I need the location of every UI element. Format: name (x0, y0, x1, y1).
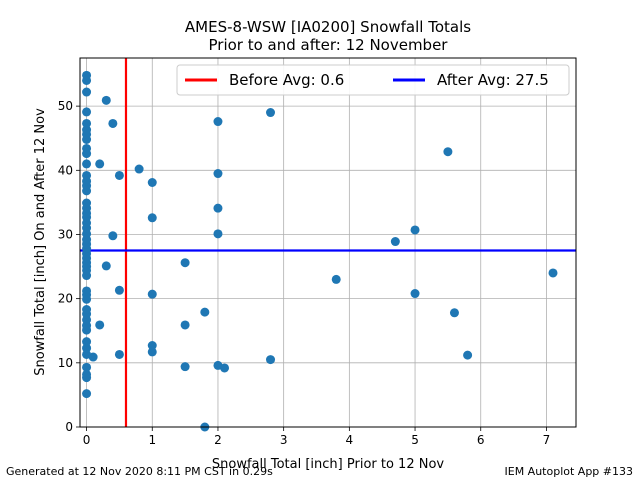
reference-lines (80, 58, 576, 427)
grid (80, 58, 576, 428)
data-point (266, 355, 276, 365)
y-tick-label: 0 (65, 420, 73, 434)
chart-subtitle: Prior to and after: 12 November (209, 36, 449, 54)
data-points (82, 70, 558, 432)
x-axis-label: Snowfall Total [inch] Prior to 12 Nov (212, 457, 445, 472)
data-point (101, 95, 111, 105)
data-point (108, 231, 118, 241)
data-point (82, 343, 92, 353)
legend-label-after-avg: After Avg: 27.5 (437, 71, 549, 89)
data-point (180, 362, 190, 372)
y-axis-label: Snowfall Total [inch] On and After 12 No… (33, 108, 48, 376)
generated-timestamp: Generated at 12 Nov 2020 8:11 PM CST in … (6, 465, 273, 478)
data-point (82, 286, 92, 296)
data-point (114, 285, 124, 295)
x-tick-label: 5 (411, 433, 419, 447)
data-point (82, 87, 92, 97)
data-point (114, 349, 124, 359)
data-point (213, 229, 223, 239)
plot-frame (79, 57, 577, 428)
data-point (82, 305, 92, 315)
data-point (147, 340, 157, 350)
data-point (114, 170, 124, 180)
data-point (82, 143, 92, 153)
legend-box (176, 64, 570, 96)
axis-ticks: 0 1 2 3 4 5 6 7 0 10 20 30 40 50 (58, 99, 551, 447)
x-tick-label: 2 (214, 433, 222, 447)
data-point (82, 198, 92, 208)
data-point (82, 107, 92, 117)
data-point (82, 170, 92, 180)
data-point (463, 350, 473, 360)
app-credit: IEM Autoplot App #133 (504, 465, 634, 478)
x-tick-label: 1 (148, 433, 156, 447)
data-point (449, 308, 459, 318)
legend: Before Avg: 0.6 After Avg: 27.5 (176, 64, 570, 96)
data-point (82, 70, 92, 80)
chart-title: AMES-8-WSW [IA0200] Snowfall Totals (185, 18, 471, 36)
data-point (266, 108, 276, 118)
data-point (147, 347, 157, 357)
x-tick-label: 0 (83, 433, 91, 447)
data-point (134, 164, 144, 174)
data-point (410, 225, 420, 235)
data-point (180, 320, 190, 330)
data-point (180, 258, 190, 268)
data-point (147, 289, 157, 299)
data-point (95, 320, 105, 330)
data-point (82, 389, 92, 399)
x-tick-label: 4 (346, 433, 354, 447)
data-point (213, 117, 223, 127)
x-tick-label: 6 (477, 433, 485, 447)
legend-label-before-avg: Before Avg: 0.6 (229, 71, 344, 89)
data-point (443, 147, 453, 157)
data-point (82, 337, 92, 347)
y-tick-label: 10 (58, 356, 73, 370)
data-point (147, 213, 157, 223)
data-point (82, 125, 92, 135)
data-point (88, 352, 98, 362)
x-tick-label: 7 (543, 433, 551, 447)
y-tick-label: 20 (58, 292, 73, 306)
data-point (200, 307, 210, 317)
data-point (82, 118, 92, 128)
data-point (213, 203, 223, 213)
data-point (390, 237, 400, 247)
data-point (108, 118, 118, 128)
y-tick-label: 30 (58, 227, 73, 241)
data-point (331, 274, 341, 284)
data-point (220, 363, 230, 373)
x-tick-label: 3 (280, 433, 288, 447)
data-point (548, 268, 558, 278)
data-point (213, 169, 223, 179)
data-point (82, 159, 92, 169)
data-point (410, 289, 420, 299)
data-point (147, 177, 157, 187)
y-tick-label: 40 (58, 163, 73, 177)
data-point (95, 159, 105, 169)
data-point (82, 362, 92, 372)
data-point (82, 369, 92, 379)
data-point (101, 261, 111, 271)
y-tick-label: 50 (58, 99, 73, 113)
